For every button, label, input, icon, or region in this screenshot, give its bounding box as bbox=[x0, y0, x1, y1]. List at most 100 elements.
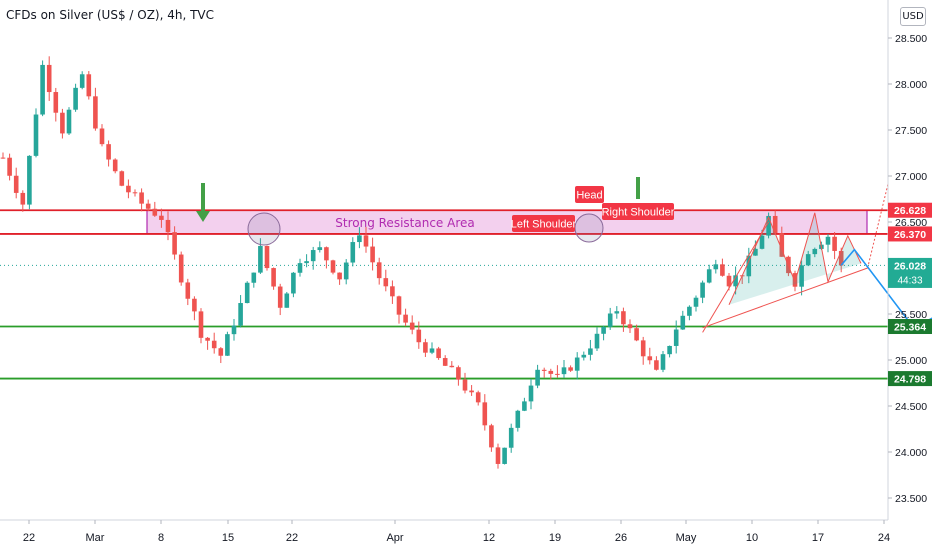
candle-body bbox=[574, 357, 580, 371]
candle-body bbox=[73, 87, 78, 110]
candle-body bbox=[46, 64, 52, 93]
x-tick-label: 24 bbox=[878, 532, 890, 544]
candle-body bbox=[515, 410, 521, 428]
candle-body bbox=[139, 192, 144, 204]
candle-body bbox=[251, 272, 257, 283]
candle-body bbox=[264, 245, 270, 269]
candle-body bbox=[581, 354, 587, 358]
candle-body bbox=[350, 242, 356, 263]
candle-body bbox=[357, 235, 362, 243]
candle-body bbox=[812, 248, 818, 255]
x-axis: 22 Mar 8 15 22 Apr 12 19 26 May 10 17 24 bbox=[23, 520, 890, 544]
green-marker bbox=[636, 177, 640, 199]
pattern-label: Left Shoulder bbox=[511, 219, 577, 231]
candle-body bbox=[799, 265, 804, 287]
candle-body bbox=[390, 286, 395, 297]
candle-body bbox=[746, 255, 752, 277]
x-tick-label: 10 bbox=[746, 532, 758, 544]
candle-body bbox=[33, 114, 39, 156]
y-tick-label: 26.500 bbox=[895, 217, 927, 229]
rally-line bbox=[702, 221, 770, 333]
candle-body bbox=[20, 192, 26, 205]
candle-body bbox=[687, 306, 692, 316]
y-tick-label: 24.000 bbox=[895, 447, 927, 459]
neckline[interactable] bbox=[702, 267, 868, 329]
circle-marker[interactable] bbox=[247, 212, 281, 246]
candle-body bbox=[258, 245, 263, 273]
candle-body bbox=[132, 192, 138, 194]
candle-body bbox=[541, 369, 547, 371]
candle-body bbox=[607, 313, 613, 327]
candle-body bbox=[442, 358, 448, 366]
candle-body bbox=[475, 392, 481, 403]
candle-body bbox=[370, 246, 375, 263]
candle-body bbox=[568, 367, 573, 371]
candle-body bbox=[772, 215, 778, 234]
candle-body bbox=[376, 262, 382, 279]
candle-body bbox=[159, 215, 164, 220]
candle-body bbox=[660, 354, 666, 370]
candle-body bbox=[60, 112, 65, 134]
candle-body bbox=[330, 260, 336, 273]
candle-body bbox=[231, 325, 237, 335]
candle-body bbox=[244, 282, 250, 304]
price-tag: 26.628 bbox=[894, 205, 926, 217]
candle-body bbox=[185, 282, 191, 299]
candle-body bbox=[759, 235, 765, 249]
candle-body bbox=[363, 235, 369, 247]
candle-body bbox=[482, 402, 488, 426]
candle-body bbox=[277, 286, 283, 308]
candle-body bbox=[178, 254, 184, 283]
currency-button[interactable]: USD bbox=[900, 7, 926, 26]
candle-body bbox=[713, 264, 719, 270]
candle-body bbox=[779, 233, 785, 257]
candle-body bbox=[106, 144, 111, 160]
x-tick-label: 12 bbox=[483, 532, 495, 544]
y-tick-label: 27.500 bbox=[895, 125, 927, 137]
price-tag-bg bbox=[888, 319, 932, 335]
price-tag: 26.370 bbox=[894, 229, 926, 241]
price-tag-bg bbox=[888, 371, 932, 387]
y-tick-label: 27.000 bbox=[895, 171, 927, 183]
down-arrow-head-icon bbox=[196, 211, 210, 222]
candle-body bbox=[462, 379, 468, 391]
price-tag: 24.798 bbox=[894, 374, 926, 386]
candle-body bbox=[436, 348, 441, 359]
candle-body bbox=[673, 329, 679, 346]
candle-body bbox=[667, 345, 672, 355]
candle-body bbox=[693, 297, 699, 307]
price-tag-bg bbox=[888, 226, 932, 242]
candle-body bbox=[766, 215, 771, 236]
candle-body bbox=[423, 342, 428, 353]
circle-marker[interactable] bbox=[574, 213, 604, 243]
candle-body bbox=[594, 333, 600, 349]
candle-body bbox=[502, 447, 507, 464]
y-tick-label: 25.000 bbox=[895, 355, 927, 367]
candle-body bbox=[654, 360, 659, 370]
pattern-label: Head bbox=[576, 190, 602, 202]
candle-body bbox=[297, 263, 303, 273]
candle-body bbox=[449, 365, 455, 368]
candle-body bbox=[469, 390, 474, 393]
candle-body bbox=[27, 155, 32, 205]
x-tick-label: 19 bbox=[549, 532, 561, 544]
candle-body bbox=[561, 367, 567, 375]
candle-body bbox=[119, 171, 125, 186]
x-tick-label: 26 bbox=[615, 532, 627, 544]
x-tick-label: 15 bbox=[222, 532, 234, 544]
candle-body bbox=[152, 208, 158, 216]
candle-body bbox=[304, 261, 309, 264]
head-shoulders-outline[interactable] bbox=[728, 212, 862, 306]
x-tick-label: May bbox=[676, 532, 697, 544]
candle-body bbox=[79, 74, 85, 88]
candle-body bbox=[416, 329, 422, 343]
candle-body bbox=[838, 250, 844, 266]
candle-body bbox=[805, 254, 811, 266]
price-tag-bg bbox=[888, 257, 932, 288]
candle-body bbox=[555, 373, 560, 375]
candle-body bbox=[409, 322, 415, 330]
candle-body bbox=[99, 128, 105, 145]
candle-body bbox=[0, 157, 6, 159]
